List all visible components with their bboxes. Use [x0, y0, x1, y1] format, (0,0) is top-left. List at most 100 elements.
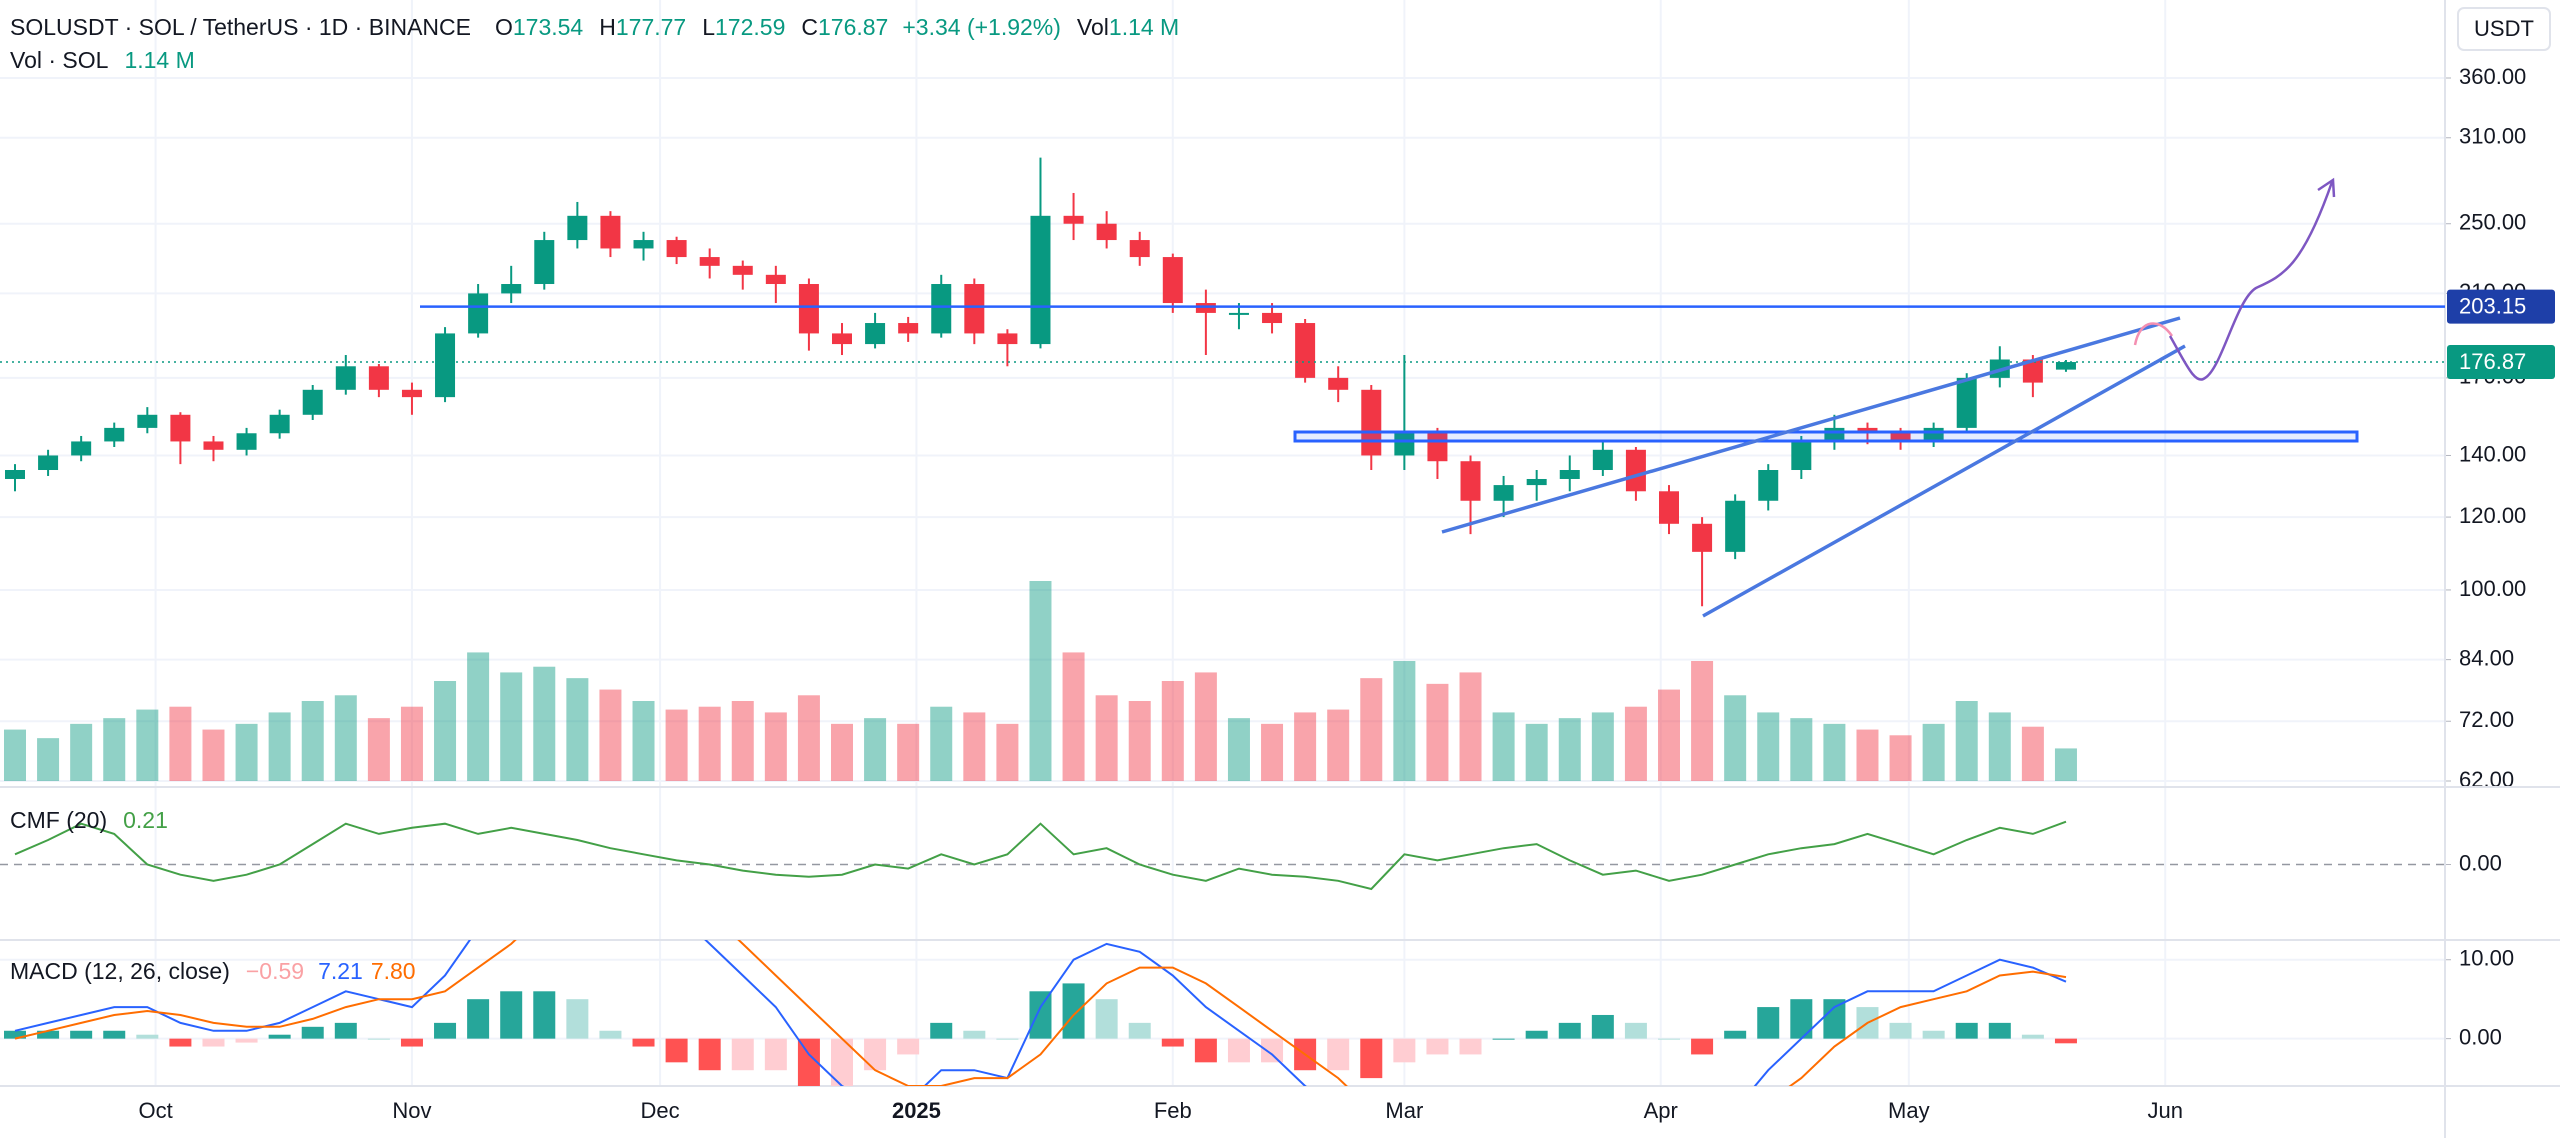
- candle-body: [1262, 312, 1283, 324]
- price-axis-label: 203.15: [2459, 293, 2526, 318]
- volume-bar: [797, 695, 820, 781]
- y-tick-label: 0.00: [2459, 850, 2502, 875]
- candle-body: [501, 284, 522, 294]
- volume-bar: [963, 712, 986, 781]
- wedge-lower-line[interactable]: [1702, 344, 2186, 618]
- legend-text: 177.77: [616, 14, 686, 40]
- macd-histogram-bar: [566, 999, 589, 1039]
- macd-histogram-bar: [963, 1030, 986, 1039]
- macd-histogram-bar: [1161, 1038, 1184, 1047]
- candle-body: [1493, 485, 1514, 501]
- projection-arc[interactable]: [2133, 322, 2174, 346]
- candle-body: [1791, 441, 1812, 471]
- volume-bar: [1426, 683, 1449, 781]
- projection-path[interactable]: [2168, 181, 2334, 381]
- volume-bar: [1724, 695, 1747, 781]
- macd-histogram-bar: [103, 1030, 126, 1039]
- volume-bar: [1227, 718, 1250, 781]
- user-drawings: [1293, 177, 2359, 618]
- candle-body: [765, 274, 786, 285]
- volume-bar: [665, 709, 688, 781]
- macd-histogram-bar: [1095, 999, 1118, 1039]
- volume-bar: [367, 718, 390, 781]
- volume-bar: [1790, 718, 1813, 781]
- volume-bar: [4, 729, 26, 781]
- y-tick-label: 72.00: [2459, 707, 2514, 732]
- legend-text: 176.87: [818, 14, 888, 40]
- wedge-upper-line[interactable]: [1441, 316, 2181, 534]
- volume-bar: [1591, 712, 1614, 781]
- candle-body: [964, 284, 985, 334]
- legend-text: L: [702, 14, 715, 40]
- volume-bar: [1459, 672, 1482, 781]
- candle-body: [435, 333, 456, 398]
- volume-bar: [897, 723, 920, 781]
- time-axis-label: Oct: [138, 1098, 172, 1123]
- y-tick-label: 250.00: [2459, 210, 2526, 235]
- cmf-pane: [14, 820, 2067, 891]
- volume-bar: [103, 718, 126, 781]
- macd-histogram-bar: [434, 1022, 457, 1039]
- time-axis-label: Nov: [392, 1098, 431, 1123]
- macd-histogram-bar: [764, 1038, 787, 1071]
- support-zone[interactable]: [1293, 430, 2359, 443]
- candle-body: [1890, 433, 1911, 442]
- legend-text: 1.14 M: [1109, 14, 1179, 40]
- macd-histogram-bar: [37, 1030, 60, 1039]
- candle-body: [269, 414, 290, 434]
- candle-body: [865, 323, 886, 345]
- volume-bar: [1889, 735, 1912, 781]
- volume-bar: [1062, 652, 1085, 781]
- macd-histogram-bar: [1062, 983, 1085, 1039]
- macd-legend: MACD (12, 26, close) −0.59 7.21 7.80: [10, 958, 416, 984]
- macd-histogram-bar: [599, 1030, 622, 1039]
- price-pane: [0, 157, 2445, 781]
- y-tick-label: 84.00: [2459, 645, 2514, 670]
- macd-line: [14, 940, 2067, 1086]
- candle-body: [468, 293, 489, 334]
- price-axis-label-box: [2447, 345, 2555, 380]
- macd-histogram-bar: [1128, 1022, 1151, 1039]
- macd-histogram-bar: [1988, 1022, 2011, 1039]
- volume-bar: [1360, 678, 1383, 781]
- currency-label: USDT: [2474, 16, 2534, 41]
- candle-body: [732, 265, 753, 275]
- legend-text: C: [801, 14, 818, 40]
- macd-histogram-bar: [897, 1038, 920, 1055]
- volume-bar: [400, 706, 423, 781]
- candle-body: [1592, 449, 1613, 471]
- candle-body: [2022, 359, 2043, 383]
- volume-bar: [764, 712, 787, 781]
- macd-histogram-bar: [1955, 1022, 1978, 1039]
- candle-body: [1692, 523, 1713, 552]
- volume-bar: [698, 706, 721, 781]
- y-tick-label: 62.00: [2459, 767, 2514, 792]
- candle-body: [236, 433, 257, 450]
- macd-histogram-bar: [632, 1038, 655, 1047]
- macd-histogram-bar: [1459, 1038, 1482, 1055]
- cmf-line: [14, 820, 2067, 891]
- candle-body: [600, 215, 621, 249]
- y-tick-label: 310.00: [2459, 124, 2526, 149]
- volume-bar: [301, 701, 324, 781]
- candle-body: [1559, 470, 1580, 479]
- candle-body: [170, 414, 191, 442]
- candle-body: [335, 366, 356, 390]
- cmf-legend: CMF (20) 0.21: [10, 807, 168, 833]
- macd-histogram-bar: [1227, 1038, 1250, 1063]
- legend-text: Vol · SOL: [10, 47, 109, 73]
- macd-histogram-bar: [4, 1030, 26, 1039]
- macd-histogram-bar: [400, 1038, 423, 1047]
- legend-text: SOLUSDT · SOL / TetherUS · 1D · BINANCE: [10, 14, 471, 40]
- time-axis-label: May: [1888, 1098, 1930, 1123]
- time-axis-label: Mar: [1385, 1098, 1423, 1123]
- legend-text: Vol: [1077, 14, 1109, 40]
- macd-histogram-bar: [1624, 1022, 1647, 1039]
- currency-button[interactable]: [2457, 7, 2551, 51]
- candle-body: [38, 455, 59, 471]
- macd-histogram-bar: [864, 1038, 887, 1071]
- volume-bar: [566, 678, 589, 781]
- volume-bar: [533, 666, 556, 781]
- volume-bar: [70, 723, 93, 781]
- symbol-legend: SOLUSDT · SOL / TetherUS · 1D · BINANCE O…: [10, 14, 1179, 40]
